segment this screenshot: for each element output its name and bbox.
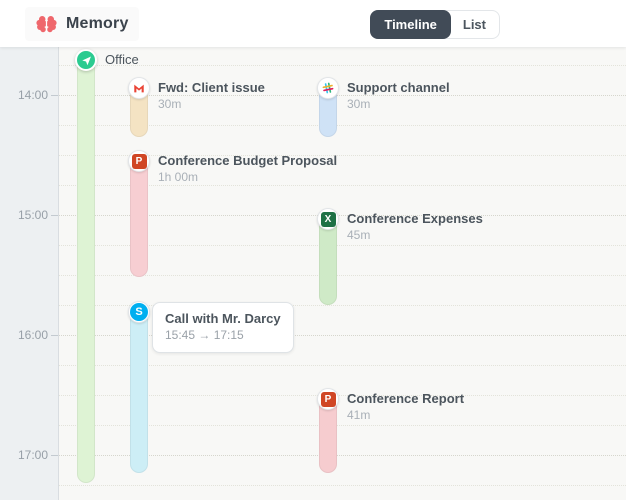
event-duration: 45m [347,228,371,242]
event-title: Conference Report [347,391,465,406]
event-meta: Fwd: Client issue 30m [158,80,265,113]
timeline-board: 14:00 15:00 16:00 17:00 Office [0,47,626,500]
view-toggle: Timeline List [370,10,500,39]
event-meta: Support channel 30m [347,80,450,113]
event-title: Conference Expenses [347,211,483,226]
powerpoint-icon[interactable]: P [317,388,339,410]
axis-label: 17:00 [17,448,48,462]
gmail-m-glyph [134,84,144,93]
axis-label: 15:00 [17,208,48,222]
event-duration: 1h 00m [158,170,199,184]
gridline [58,65,626,66]
powerpoint-icon[interactable]: P [128,150,150,172]
event-bar-skype[interactable] [130,304,148,473]
app-header: Memory Timeline List [0,0,626,47]
gridline [58,365,626,366]
gridline [58,485,626,486]
gridline [58,155,626,156]
gridline [58,395,626,396]
gridline [58,305,626,306]
event-duration: 30m [347,97,371,111]
axis-hour: 17:00 [18,448,58,462]
gridline [58,425,626,426]
event-meta: Conference Expenses 45m [347,211,483,244]
tab-list[interactable]: List [450,11,499,38]
slack-hash-glyph [322,82,334,94]
axis-tick [51,214,58,216]
event-time-range: 15:45 → 17:15 [165,328,244,342]
gridline [58,185,626,186]
skype-icon[interactable]: S [128,301,150,323]
event-duration: 41m [347,408,371,422]
gridline [58,275,626,276]
gridline [58,125,626,126]
gridline [58,245,626,246]
powerpoint-glyph: P [131,153,147,169]
gridline [58,95,626,96]
axis-hour: 15:00 [18,208,58,222]
axis-tick [51,454,58,456]
excel-icon[interactable]: X [317,208,339,230]
event-title: Support channel [347,80,450,95]
gmail-icon[interactable] [128,77,150,99]
gridline [58,455,626,456]
axis-label: 14:00 [17,88,48,102]
gridline [58,215,626,216]
event-meta: Conference Report 41m [347,391,464,424]
event-duration: 30m [158,97,182,111]
send-arrow-glyph [81,55,91,65]
event-title: Call with Mr. Darcy [165,311,281,326]
event-meta: Conference Budget Proposal 1h 00m [158,153,337,186]
axis-hour: 16:00 [18,328,58,342]
axis-label: 16:00 [17,328,48,342]
app-logo[interactable]: Memory [25,7,139,41]
group-label-office: Office [105,52,139,67]
event-title: Fwd: Client issue [158,80,265,95]
axis-tick [51,334,58,336]
gridline [58,335,626,336]
brain-icon [36,14,57,33]
event-tooltip: Call with Mr. Darcy 15:45 → 17:15 [152,302,294,353]
timeline-canvas: Office Fwd: Client issue 30m [58,47,626,500]
axis-hour: 14:00 [18,88,58,102]
location-arrow-icon[interactable] [75,49,97,71]
time-axis: 14:00 15:00 16:00 17:00 [0,47,59,500]
slack-icon[interactable] [317,77,339,99]
event-title: Conference Budget Proposal [158,153,338,168]
app-title: Memory [66,15,129,32]
excel-glyph: X [320,211,336,227]
skype-glyph: S [130,303,148,321]
axis-tick [51,94,58,96]
office-track-bar[interactable] [77,57,95,483]
powerpoint-glyph: P [320,391,336,407]
tab-timeline[interactable]: Timeline [370,10,451,39]
